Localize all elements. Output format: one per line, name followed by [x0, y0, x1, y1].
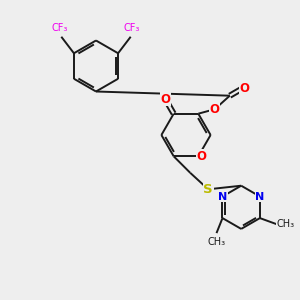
Text: N: N — [218, 191, 227, 202]
Text: N: N — [255, 191, 265, 202]
Text: O: O — [196, 150, 206, 163]
Text: O: O — [210, 103, 220, 116]
Text: CH₃: CH₃ — [207, 236, 226, 247]
Text: CH₃: CH₃ — [277, 219, 295, 229]
Text: CF₃: CF₃ — [52, 23, 68, 33]
Text: O: O — [239, 82, 249, 95]
Text: O: O — [160, 93, 170, 106]
Text: S: S — [203, 183, 213, 196]
Text: CF₃: CF₃ — [124, 23, 140, 33]
